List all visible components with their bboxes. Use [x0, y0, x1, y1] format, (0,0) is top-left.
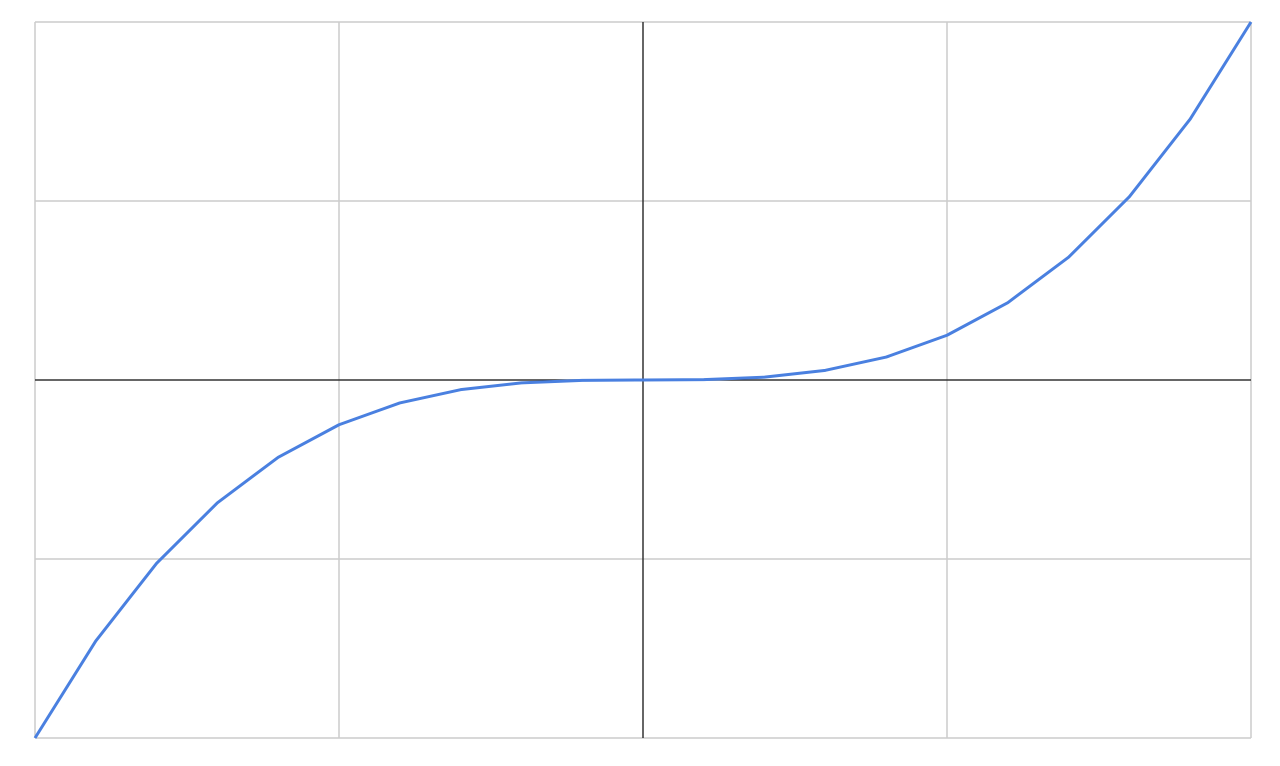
series-group — [33, 21, 1253, 739]
series-line — [33, 21, 1253, 739]
